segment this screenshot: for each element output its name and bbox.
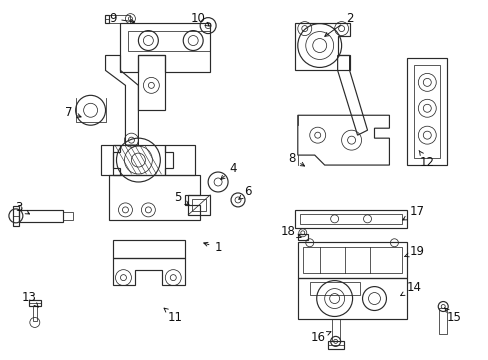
Text: 2: 2 <box>324 12 353 36</box>
Text: 10: 10 <box>190 12 209 26</box>
Text: 15: 15 <box>444 308 461 324</box>
Text: 8: 8 <box>287 152 304 166</box>
Text: 6: 6 <box>238 185 251 199</box>
Text: 12: 12 <box>418 150 434 168</box>
Text: 19: 19 <box>404 245 424 258</box>
Text: 17: 17 <box>402 205 424 220</box>
Text: 9: 9 <box>108 12 134 25</box>
Text: 18: 18 <box>280 225 300 238</box>
Text: 16: 16 <box>309 331 330 344</box>
Text: 13: 13 <box>21 291 38 307</box>
Text: 5: 5 <box>174 192 189 205</box>
Text: 3: 3 <box>15 201 29 215</box>
Text: 7: 7 <box>65 106 81 119</box>
Text: 14: 14 <box>400 281 421 296</box>
Text: 4: 4 <box>221 162 236 179</box>
Text: 1: 1 <box>203 241 222 254</box>
Text: 11: 11 <box>164 308 183 324</box>
